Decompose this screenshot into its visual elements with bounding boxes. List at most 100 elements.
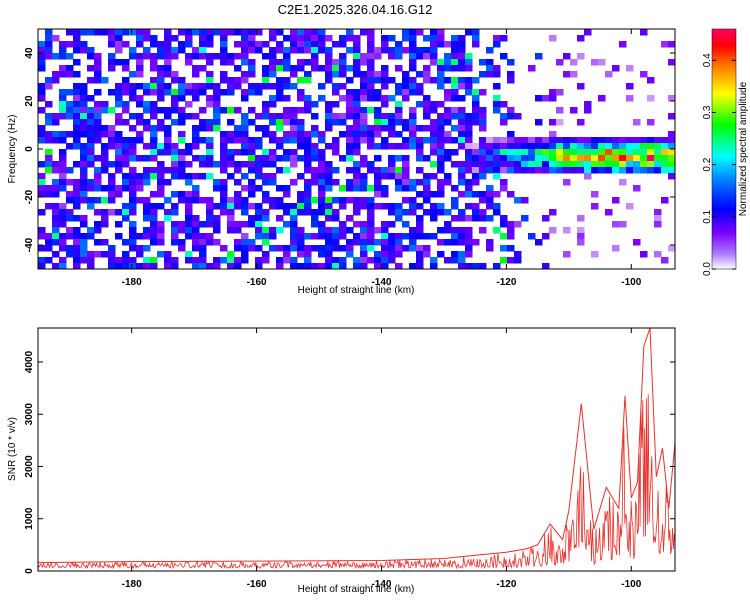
heatmap-cell [129, 137, 137, 144]
heatmap-cell [101, 197, 109, 204]
heatmap-cell [178, 161, 186, 168]
heatmap-cell [192, 185, 200, 192]
heatmap-cell [129, 263, 137, 269]
heatmap-cell [493, 83, 501, 90]
heatmap-cell [381, 35, 389, 42]
heatmap-cell [402, 221, 410, 228]
heatmap-cell [395, 209, 403, 216]
heatmap-cell [290, 113, 298, 120]
heatmap-cell [80, 149, 88, 156]
heatmap-cell [304, 137, 312, 144]
heatmap-cell [626, 155, 634, 162]
heatmap-cell [290, 71, 298, 78]
heatmap-cell [332, 41, 340, 48]
heatmap-cell [108, 143, 116, 150]
heatmap-cell [311, 113, 319, 120]
heatmap-cell [458, 233, 466, 240]
heatmap-cell [101, 221, 109, 228]
heatmap-cell [122, 89, 130, 96]
heatmap-cell [374, 89, 382, 96]
heatmap-cell [479, 59, 487, 66]
heatmap-cell [234, 197, 242, 204]
heatmap-cell [157, 191, 165, 198]
heatmap-cell [171, 191, 179, 198]
heatmap-cell [248, 83, 256, 90]
heatmap-cell [437, 155, 445, 162]
heatmap-cell [255, 209, 263, 216]
heatmap-cell [94, 227, 102, 234]
heatmap-cell [136, 101, 144, 108]
heatmap-cell [584, 137, 592, 144]
heatmap-cell [381, 191, 389, 198]
heatmap-cell [262, 215, 270, 222]
heatmap-cell [332, 239, 340, 246]
heatmap-cell [108, 161, 116, 168]
heatmap-cell [297, 137, 305, 144]
heatmap-cell [283, 35, 291, 42]
heatmap-cell [136, 233, 144, 240]
heatmap-cell [367, 185, 375, 192]
heatmap-cell [241, 53, 249, 60]
heatmap-cell [80, 179, 88, 186]
heatmap-cell [619, 137, 627, 144]
snr-noise-trace [38, 394, 675, 570]
heatmap-cell [472, 191, 480, 198]
heatmap-cell [59, 101, 67, 108]
heatmap-cell [80, 251, 88, 258]
heatmap-cell [157, 143, 165, 150]
heatmap-cell [654, 167, 662, 174]
heatmap-cell [192, 245, 200, 252]
heatmap-cell [192, 83, 200, 90]
heatmap-cell [444, 89, 452, 96]
heatmap-cell [507, 113, 515, 120]
heatmap-cell [409, 245, 417, 252]
heatmap-cell [164, 197, 172, 204]
heatmap-cell [108, 59, 116, 66]
heatmap-cell [150, 59, 158, 66]
heatmap-cell [192, 131, 200, 138]
heatmap-cell [423, 137, 431, 144]
heatmap-cell [395, 155, 403, 162]
x-tick-label: -160 [247, 277, 267, 288]
heatmap-cell [38, 107, 46, 114]
heatmap-cell [402, 77, 410, 84]
heatmap-cell [297, 95, 305, 102]
heatmap-cell [136, 119, 144, 126]
heatmap-cell [150, 257, 158, 264]
heatmap-cell [185, 53, 193, 60]
heatmap-cell [157, 173, 165, 180]
heatmap-cell [521, 143, 529, 150]
heatmap-cell [283, 191, 291, 198]
heatmap-cell [206, 95, 214, 102]
heatmap-cell [311, 59, 319, 66]
heatmap-cell [346, 251, 354, 258]
heatmap-cell [241, 41, 249, 48]
heatmap-cell [52, 77, 60, 84]
heatmap-cell [150, 191, 158, 198]
heatmap-cell [52, 131, 60, 138]
heatmap-cell [178, 155, 186, 162]
heatmap-cell [325, 113, 333, 120]
heatmap-cell [73, 203, 81, 210]
heatmap-cell [325, 59, 333, 66]
heatmap-cell [416, 137, 424, 144]
heatmap-cell [311, 233, 319, 240]
heatmap-cell [150, 65, 158, 72]
heatmap-cell [150, 227, 158, 234]
heatmap-cell [360, 239, 368, 246]
heatmap-cell [507, 143, 515, 150]
heatmap-cell [451, 95, 459, 102]
heatmap-cell [402, 89, 410, 96]
heatmap-cell [395, 167, 403, 174]
heatmap-cell [290, 179, 298, 186]
heatmap-cell [409, 197, 417, 204]
heatmap-cell [52, 179, 60, 186]
x-tick-label: -120 [496, 277, 516, 288]
heatmap-cell [283, 95, 291, 102]
heatmap-cell [416, 125, 424, 132]
heatmap-cell [199, 173, 207, 180]
heatmap-cell [269, 149, 277, 156]
heatmap-cell [367, 239, 375, 246]
heatmap-cell [444, 257, 452, 264]
heatmap-cell [248, 179, 256, 186]
